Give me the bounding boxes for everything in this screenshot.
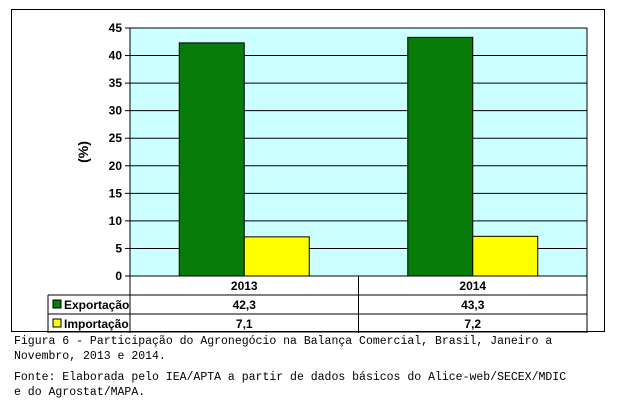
y-tick-label: 20 bbox=[109, 159, 123, 173]
data-value: 42,3 bbox=[233, 298, 257, 312]
legend-label: Importação bbox=[64, 317, 129, 331]
figure-caption: Figura 6 - Participação do Agronegócio n… bbox=[14, 334, 614, 364]
y-tick-label: 45 bbox=[109, 21, 123, 35]
bar-exportacao-2013 bbox=[178, 42, 245, 277]
source-line-2: e do Agrostat/MAPA. bbox=[14, 386, 146, 399]
y-tick-label: 40 bbox=[109, 49, 123, 63]
y-tick-label: 30 bbox=[109, 104, 123, 118]
source-note: Fonte: Elaborada pelo IEA/APTA a partir … bbox=[14, 370, 614, 400]
y-tick-label: 0 bbox=[115, 269, 122, 283]
y-tick-label: 25 bbox=[109, 131, 123, 145]
y-tick-label: 35 bbox=[109, 76, 123, 90]
legend-key-exportacao bbox=[52, 299, 62, 309]
data-value: 7,2 bbox=[464, 317, 481, 331]
bar-importacao-2013 bbox=[243, 236, 310, 277]
bar-chart: 0 5 10 15 20 25 30 35 40 45 (%) 2013 2014 Exportação 4… bbox=[47, 21, 588, 333]
category-label: 2013 bbox=[231, 279, 258, 293]
y-tick-label: 5 bbox=[115, 241, 122, 255]
caption-line-2: Novembro, 2013 e 2014. bbox=[14, 350, 166, 363]
bar-importacao-2014 bbox=[472, 235, 539, 277]
y-tick-label: 15 bbox=[109, 186, 123, 200]
legend-label: Exportação bbox=[64, 298, 129, 312]
y-tick-label: 10 bbox=[109, 214, 123, 228]
caption-line-1: Figura 6 - Participação do Agronegócio n… bbox=[14, 335, 553, 348]
y-axis-label: (%) bbox=[75, 141, 91, 163]
legend-key-importacao bbox=[52, 318, 62, 328]
chart-frame: 0 5 10 15 20 25 30 35 40 45 (%) 2013 2014 Exportação 4… bbox=[11, 9, 605, 333]
category-label: 2014 bbox=[459, 279, 486, 293]
source-line-1: Fonte: Elaborada pelo IEA/APTA a partir … bbox=[14, 371, 567, 384]
data-value: 43,3 bbox=[461, 298, 485, 312]
bar-exportacao-2014 bbox=[407, 36, 474, 277]
data-value: 7,1 bbox=[236, 317, 253, 331]
